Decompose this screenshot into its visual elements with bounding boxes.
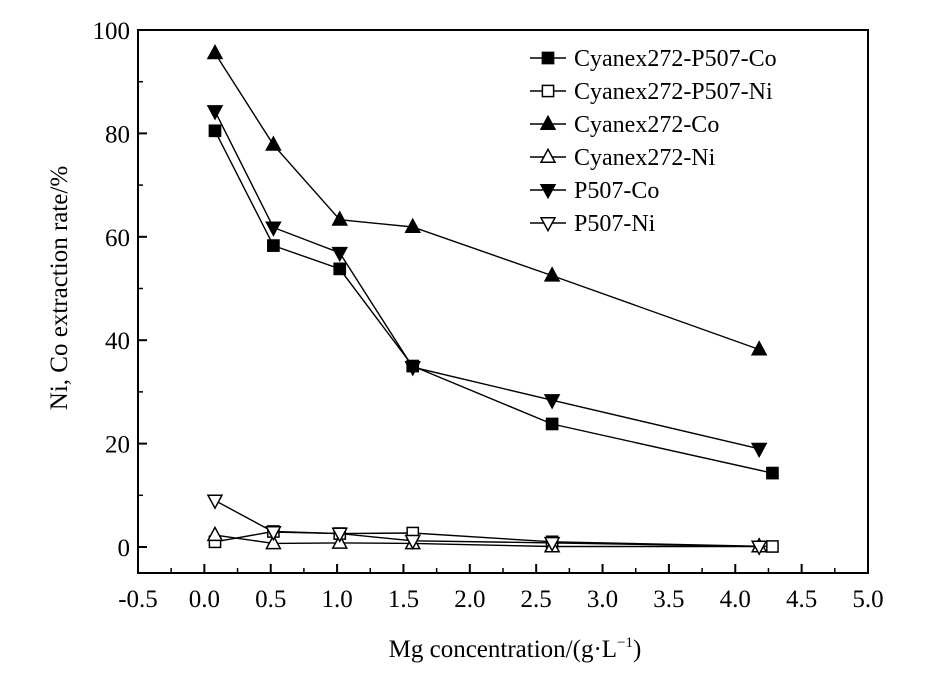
legend-label: P507-Ni — [574, 211, 656, 237]
x-tick-label: 3.0 — [587, 586, 618, 613]
series-cyanex272-co — [206, 43, 768, 356]
series-cyanex272-p507-ni — [208, 525, 779, 553]
data-point — [206, 43, 224, 60]
x-tick-label: 4.0 — [720, 586, 751, 613]
data-point — [206, 525, 224, 542]
legend-marker — [541, 84, 555, 98]
series-line — [214, 52, 760, 351]
x-axis-label-end: ) — [633, 636, 641, 663]
y-tick-label: 0 — [118, 535, 131, 562]
series-line — [214, 110, 760, 450]
x-tick-label: 0.0 — [189, 586, 220, 613]
data-point — [404, 361, 422, 377]
series-line — [214, 499, 760, 548]
series-layer — [206, 43, 779, 556]
y-tick-label: 100 — [93, 18, 131, 45]
data-point — [331, 246, 349, 263]
data-point — [404, 534, 422, 551]
data-point — [543, 536, 561, 553]
data-point — [543, 394, 561, 410]
legend-label: P507-Co — [574, 178, 659, 204]
legend-item: P507-Co — [530, 178, 659, 204]
data-point — [766, 540, 779, 553]
data-point — [750, 540, 768, 556]
x-axis-label-main: Mg concentration/(g·L — [389, 636, 617, 663]
data-point — [545, 417, 559, 431]
legend-item: Cyanex272-Co — [530, 112, 719, 138]
data-point — [331, 527, 349, 543]
series-p507-ni — [206, 494, 768, 556]
legend-label: Cyanex272-P507-Co — [574, 46, 777, 72]
data-point — [766, 466, 779, 480]
data-point — [750, 340, 768, 356]
y-tick-label: 40 — [105, 328, 130, 355]
legend-marker — [539, 114, 557, 130]
data-point — [208, 124, 222, 138]
x-tick-label: -0.5 — [118, 586, 158, 613]
legend-marker — [541, 51, 555, 65]
axes: -0.5 0.0 0.5 1.0 1.5 2.0 2.5 3.0 3.5 4.0 4.5 5.0 0 20… — [93, 18, 884, 613]
data-point — [206, 494, 224, 510]
series-cyanex272-p507-co — [208, 124, 779, 480]
data-point — [265, 526, 282, 542]
data-point — [750, 442, 768, 459]
data-point — [206, 105, 224, 121]
x-axis-label-superscript: −1 — [617, 635, 633, 651]
legend-label: Cyanex272-P507-Ni — [574, 79, 773, 105]
data-point — [265, 221, 282, 237]
series-cyanex272-ni — [206, 525, 768, 553]
series-line — [214, 530, 773, 548]
data-point — [331, 210, 349, 226]
data-point — [543, 266, 561, 282]
legend-label: Cyanex272-Co — [574, 112, 719, 138]
plot-frame — [137, 29, 869, 574]
x-tick-label: 2.0 — [454, 586, 485, 613]
x-tick-label: 4.5 — [786, 586, 817, 613]
data-point — [404, 217, 422, 233]
legend-marker — [539, 184, 557, 200]
series-line — [214, 130, 773, 474]
data-point — [333, 262, 347, 276]
legend-label: Cyanex272-Ni — [574, 145, 716, 171]
series-line — [214, 534, 760, 548]
legend-item: Cyanex272-Ni — [530, 145, 716, 171]
y-axis-label: Ni, Co extraction rate/% — [46, 166, 73, 410]
series-p507-co — [206, 105, 768, 459]
data-point — [265, 135, 282, 151]
x-tick-label: 3.5 — [653, 586, 684, 613]
legend-item: Cyanex272-P507-Co — [530, 46, 777, 72]
x-tick-label: 1.0 — [321, 586, 352, 613]
data-point — [265, 534, 282, 550]
x-axis-label: Mg concentration/(g·L−1) — [389, 635, 642, 663]
x-tick-label: 5.0 — [852, 586, 883, 613]
y-tick-label: 80 — [105, 121, 130, 148]
legend-marker — [539, 217, 557, 233]
legend-item: Cyanex272-P507-Ni — [530, 79, 773, 105]
legend: Cyanex272-P507-Co Cyanex272-P507-Ni Cyanex… — [530, 46, 777, 237]
x-tick-label: 1.5 — [388, 586, 419, 613]
data-point — [267, 239, 280, 252]
x-tick-label: 0.5 — [255, 586, 286, 613]
y-tick-label: 60 — [105, 225, 130, 252]
legend-item: P507-Ni — [530, 211, 656, 237]
legend-marker — [539, 147, 557, 163]
y-tick-label: 20 — [105, 432, 130, 459]
x-tick-label: 2.5 — [521, 586, 552, 613]
